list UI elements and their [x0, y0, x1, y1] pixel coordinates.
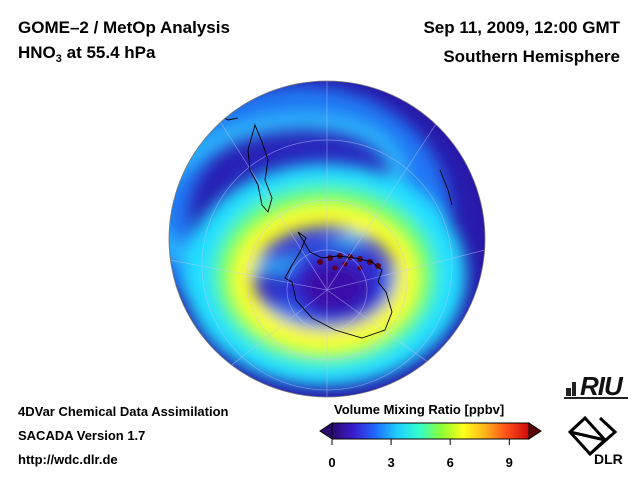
footer-url-link[interactable]: http://wdc.dlr.de [18, 452, 118, 467]
globe [169, 81, 485, 397]
species-subscript: 3 [55, 53, 62, 65]
colorbar-tick-label: 9 [505, 455, 513, 470]
footer-line-1: 4DVar Chemical Data Assimilation [18, 404, 229, 419]
riu-logo [564, 382, 628, 399]
hno3-field [169, 85, 466, 386]
dlr-logo-text: DLR [594, 451, 623, 467]
dlr-logo [567, 415, 618, 457]
title-line-1: GOME–2 / MetOp Analysis [18, 18, 230, 37]
colorbar-tick-label: 3 [387, 455, 395, 470]
title-line-2: HNO3 at 55.4 hPa [18, 43, 156, 65]
pressure-level: at 55.4 hPa [61, 43, 156, 62]
region-label: Southern Hemisphere [443, 47, 620, 66]
footer-line-2: SACADA Version 1.7 [18, 428, 146, 443]
colorbar-tick-label: 6 [446, 455, 454, 470]
colorbar [319, 422, 542, 445]
riu-logo-text: RIU [580, 371, 623, 401]
colorbar-tick-label: 0 [328, 455, 336, 470]
colorbar-title: Volume Mixing Ratio [ppbv] [334, 402, 505, 417]
date-label: Sep 11, 2009, 12:00 GMT [423, 18, 620, 37]
species-name: HNO [18, 43, 56, 62]
